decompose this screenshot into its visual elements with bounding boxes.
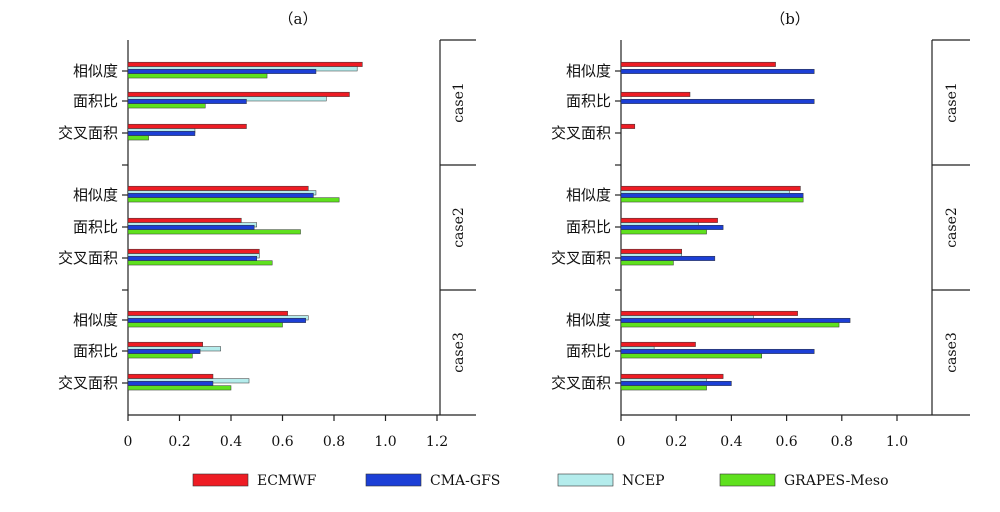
bar-ecmwf-0-2-2 — [127, 373, 214, 379]
panel-title-b: （b） — [770, 10, 810, 28]
legend-swatch-ncep — [557, 473, 614, 487]
x-tick-label: 0 — [124, 434, 133, 450]
x-tick-label: 1.2 — [426, 434, 448, 450]
legend-label: NCEP — [622, 473, 665, 489]
bar-grapes-meso-0-2-0 — [127, 322, 283, 328]
category-label: 相似度 — [73, 311, 118, 329]
panel-title-a: （a） — [279, 10, 318, 28]
bar-ecmwf-0-0-2 — [127, 123, 247, 129]
bar-ecmwf-1-1-0 — [620, 185, 801, 191]
bar-ecmwf-1-0-2 — [620, 123, 636, 129]
bar-grapes-meso-1-2-1 — [620, 353, 763, 359]
category-label: 相似度 — [73, 186, 118, 204]
bar-grapes-meso-1-2-2 — [620, 385, 707, 391]
bar-ecmwf-0-0-1 — [127, 91, 350, 97]
x-tick-label: 0.6 — [271, 434, 293, 450]
bar-ecmwf-1-2-1 — [620, 341, 696, 347]
bar-ecmwf-1-0-1 — [620, 91, 691, 97]
bar-cma-gfs-0-2-0 — [127, 317, 306, 323]
bar-ecmwf-1-1-1 — [620, 217, 718, 223]
bar-grapes-meso-1-1-0 — [620, 197, 804, 203]
category-label: 交叉面积 — [58, 374, 118, 392]
category-label: 面积比 — [73, 218, 118, 236]
bar-cma-gfs-0-0-0 — [127, 68, 317, 74]
legend-swatch-grapes-meso — [719, 473, 776, 487]
x-tick-label: 1.0 — [374, 434, 396, 450]
bar-ecmwf-0-1-1 — [127, 217, 242, 223]
bar-grapes-meso-0-0-0 — [127, 73, 268, 79]
x-tick-label: 0.2 — [665, 434, 687, 450]
bar-cma-gfs-0-0-2 — [127, 130, 196, 136]
bar-cma-gfs-1-2-2 — [620, 380, 732, 386]
case-label: case1 — [944, 82, 960, 123]
bar-cma-gfs-0-2-2 — [127, 380, 214, 386]
case-label: case3 — [944, 332, 960, 373]
legend-swatch-cma-gfs — [365, 473, 422, 487]
category-label: 相似度 — [566, 311, 611, 329]
bar-grapes-meso-1-1-2 — [620, 260, 674, 266]
bar-cma-gfs-0-1-1 — [127, 224, 255, 230]
bar-ecmwf-0-2-1 — [127, 341, 203, 347]
case-label: case3 — [451, 332, 467, 373]
bar-cma-gfs-0-1-2 — [127, 255, 257, 261]
legend-label: GRAPES-Meso — [784, 473, 889, 489]
bar-ecmwf-1-2-2 — [620, 373, 724, 379]
bar-cma-gfs-1-0-0 — [620, 68, 815, 74]
bar-cma-gfs-1-1-2 — [620, 255, 716, 261]
bar-cma-gfs-1-1-1 — [620, 224, 724, 230]
bar-grapes-meso-0-0-2 — [127, 135, 149, 141]
bar-grapes-meso-0-0-1 — [127, 103, 206, 109]
bar-cma-gfs-1-0-1 — [620, 98, 815, 104]
category-label: 面积比 — [566, 342, 611, 360]
category-label: 交叉面积 — [551, 124, 611, 142]
category-label: 相似度 — [566, 186, 611, 204]
x-tick-label: 0.8 — [323, 434, 345, 450]
x-tick-label: 0.4 — [720, 434, 742, 450]
legend-swatch-ecmwf — [192, 473, 249, 487]
bar-ecmwf-1-1-2 — [620, 248, 682, 254]
bar-grapes-meso-1-2-0 — [620, 322, 840, 328]
bar-cma-gfs-0-1-0 — [127, 192, 314, 198]
bar-ecmwf-0-0-0 — [127, 61, 363, 67]
bar-cma-gfs-0-2-1 — [127, 348, 201, 354]
bar-grapes-meso-0-1-2 — [127, 260, 273, 266]
bar-ecmwf-0-2-0 — [127, 310, 288, 316]
bar-cma-gfs-1-2-1 — [620, 348, 815, 354]
category-label: 交叉面积 — [58, 249, 118, 267]
bar-ecmwf-0-1-2 — [127, 248, 260, 254]
case-label: case1 — [451, 82, 467, 123]
case-label: case2 — [944, 207, 960, 248]
x-tick-label: 0.4 — [220, 434, 242, 450]
case-label: case2 — [451, 207, 467, 248]
bar-grapes-meso-0-2-1 — [127, 353, 193, 359]
category-label: 面积比 — [73, 92, 118, 110]
x-tick-label: 0 — [617, 434, 626, 450]
bar-cma-gfs-1-1-0 — [620, 192, 804, 198]
category-label: 相似度 — [566, 62, 611, 80]
bar-cma-gfs-1-2-0 — [620, 317, 851, 323]
x-tick-label: 0.6 — [775, 434, 797, 450]
legend-label: ECMWF — [257, 473, 317, 489]
category-label: 面积比 — [566, 218, 611, 236]
category-label: 交叉面积 — [551, 249, 611, 267]
x-tick-label: 0.2 — [168, 434, 190, 450]
legend-label: CMA-GFS — [430, 473, 500, 489]
category-label: 面积比 — [73, 342, 118, 360]
category-label: 相似度 — [73, 62, 118, 80]
category-label: 交叉面积 — [551, 374, 611, 392]
category-label: 交叉面积 — [58, 124, 118, 142]
bar-ecmwf-1-0-0 — [620, 61, 776, 67]
category-label: 面积比 — [566, 92, 611, 110]
bar-cma-gfs-0-0-1 — [127, 98, 247, 104]
bar-grapes-meso-0-1-1 — [127, 229, 301, 235]
bar-ecmwf-1-2-0 — [620, 310, 798, 316]
bar-grapes-meso-1-1-1 — [620, 229, 707, 235]
x-tick-label: 1.0 — [886, 434, 908, 450]
bar-grapes-meso-0-1-0 — [127, 197, 340, 203]
x-tick-label: 0.8 — [831, 434, 853, 450]
bar-grapes-meso-0-2-2 — [127, 385, 232, 391]
bar-ecmwf-0-1-0 — [127, 185, 309, 191]
